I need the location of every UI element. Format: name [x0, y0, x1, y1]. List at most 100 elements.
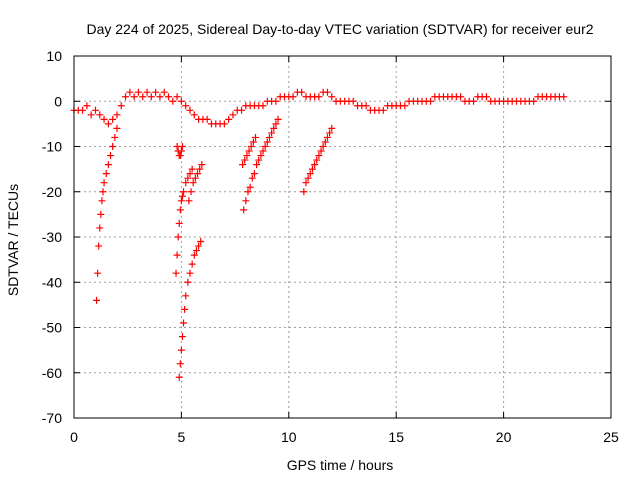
data-point [229, 111, 237, 119]
data-point [173, 93, 181, 101]
data-point [274, 115, 282, 123]
x-tick-label: 25 [603, 429, 619, 445]
data-point [203, 115, 211, 123]
data-point [176, 206, 184, 214]
data-point [113, 111, 121, 119]
data-point [104, 161, 112, 169]
data-point [190, 251, 198, 259]
data-point [250, 170, 258, 178]
data-point [130, 93, 138, 101]
data-point [192, 247, 200, 255]
series-4 [185, 161, 206, 205]
data-point [187, 188, 195, 196]
data-point [362, 102, 370, 110]
y-tick-label: -60 [42, 365, 62, 381]
data-point [265, 133, 273, 141]
data-point [306, 170, 314, 178]
data-point [311, 161, 319, 169]
data-point [220, 120, 228, 128]
data-point [188, 260, 196, 268]
x-tick-label: 15 [388, 429, 404, 445]
series-1 [93, 124, 121, 304]
data-point [401, 102, 409, 110]
data-point [184, 278, 192, 286]
data-point [246, 183, 254, 191]
data-point [304, 174, 312, 182]
y-tick-label: 0 [54, 93, 62, 109]
data-point [182, 292, 190, 300]
series-2 [175, 238, 205, 381]
data-point [87, 111, 95, 119]
data-point [530, 97, 538, 105]
data-point [109, 143, 117, 150]
data-point [181, 305, 189, 313]
data-point [104, 120, 112, 128]
data-point [326, 129, 334, 137]
y-tick-label: -50 [42, 320, 62, 336]
data-point [194, 170, 202, 178]
data-point [188, 165, 196, 173]
data-point [180, 319, 188, 327]
data-point [457, 93, 465, 101]
data-point [79, 106, 87, 114]
x-tick-label: 20 [496, 429, 512, 445]
data-point [270, 124, 278, 132]
data-point [160, 88, 168, 96]
data-point [317, 147, 325, 155]
data-point [175, 219, 183, 227]
data-point [379, 106, 387, 114]
data-point [349, 97, 357, 105]
data-point [99, 188, 107, 196]
data-point [323, 133, 331, 141]
x-tick-label: 0 [70, 429, 78, 445]
data-point [109, 115, 117, 123]
series-5 [240, 115, 282, 214]
data-point [126, 88, 134, 96]
data-point [182, 102, 190, 110]
data-point [261, 143, 269, 150]
data-point [177, 97, 185, 105]
x-tick-label: 5 [178, 429, 186, 445]
data-point [298, 88, 306, 96]
series-6 [239, 133, 260, 169]
data-point [156, 93, 164, 101]
data-point [102, 170, 110, 178]
series-3 [172, 165, 196, 277]
data-points [70, 88, 568, 381]
data-point [263, 138, 271, 146]
data-point [186, 106, 194, 114]
data-point [225, 115, 233, 123]
data-point [96, 111, 104, 119]
data-point [184, 174, 192, 182]
y-axis-label: SDTVAR / TECUs [5, 184, 21, 296]
y-tick-label: -30 [42, 229, 62, 245]
data-point [308, 165, 316, 173]
data-point [139, 93, 147, 101]
data-point [195, 242, 203, 250]
grid [74, 56, 611, 418]
data-point [172, 269, 180, 277]
data-point [427, 97, 435, 105]
data-point [240, 206, 248, 214]
data-point [197, 238, 205, 246]
data-point [257, 152, 265, 160]
data-point [243, 152, 251, 160]
data-point [178, 192, 186, 200]
data-point [241, 156, 249, 164]
data-point [93, 296, 101, 304]
data-point [313, 156, 321, 164]
data-point [122, 93, 130, 101]
data-point [259, 102, 267, 110]
data-point [272, 97, 280, 105]
data-point [91, 106, 99, 114]
series-7 [300, 124, 336, 196]
data-point [289, 93, 297, 101]
data-point [176, 152, 184, 160]
y-tick-label: 10 [46, 48, 62, 64]
data-point [95, 242, 103, 250]
data-point [94, 269, 102, 277]
data-point [321, 138, 329, 146]
series-8 [173, 143, 186, 160]
data-point [242, 197, 250, 205]
data-point [177, 147, 185, 155]
